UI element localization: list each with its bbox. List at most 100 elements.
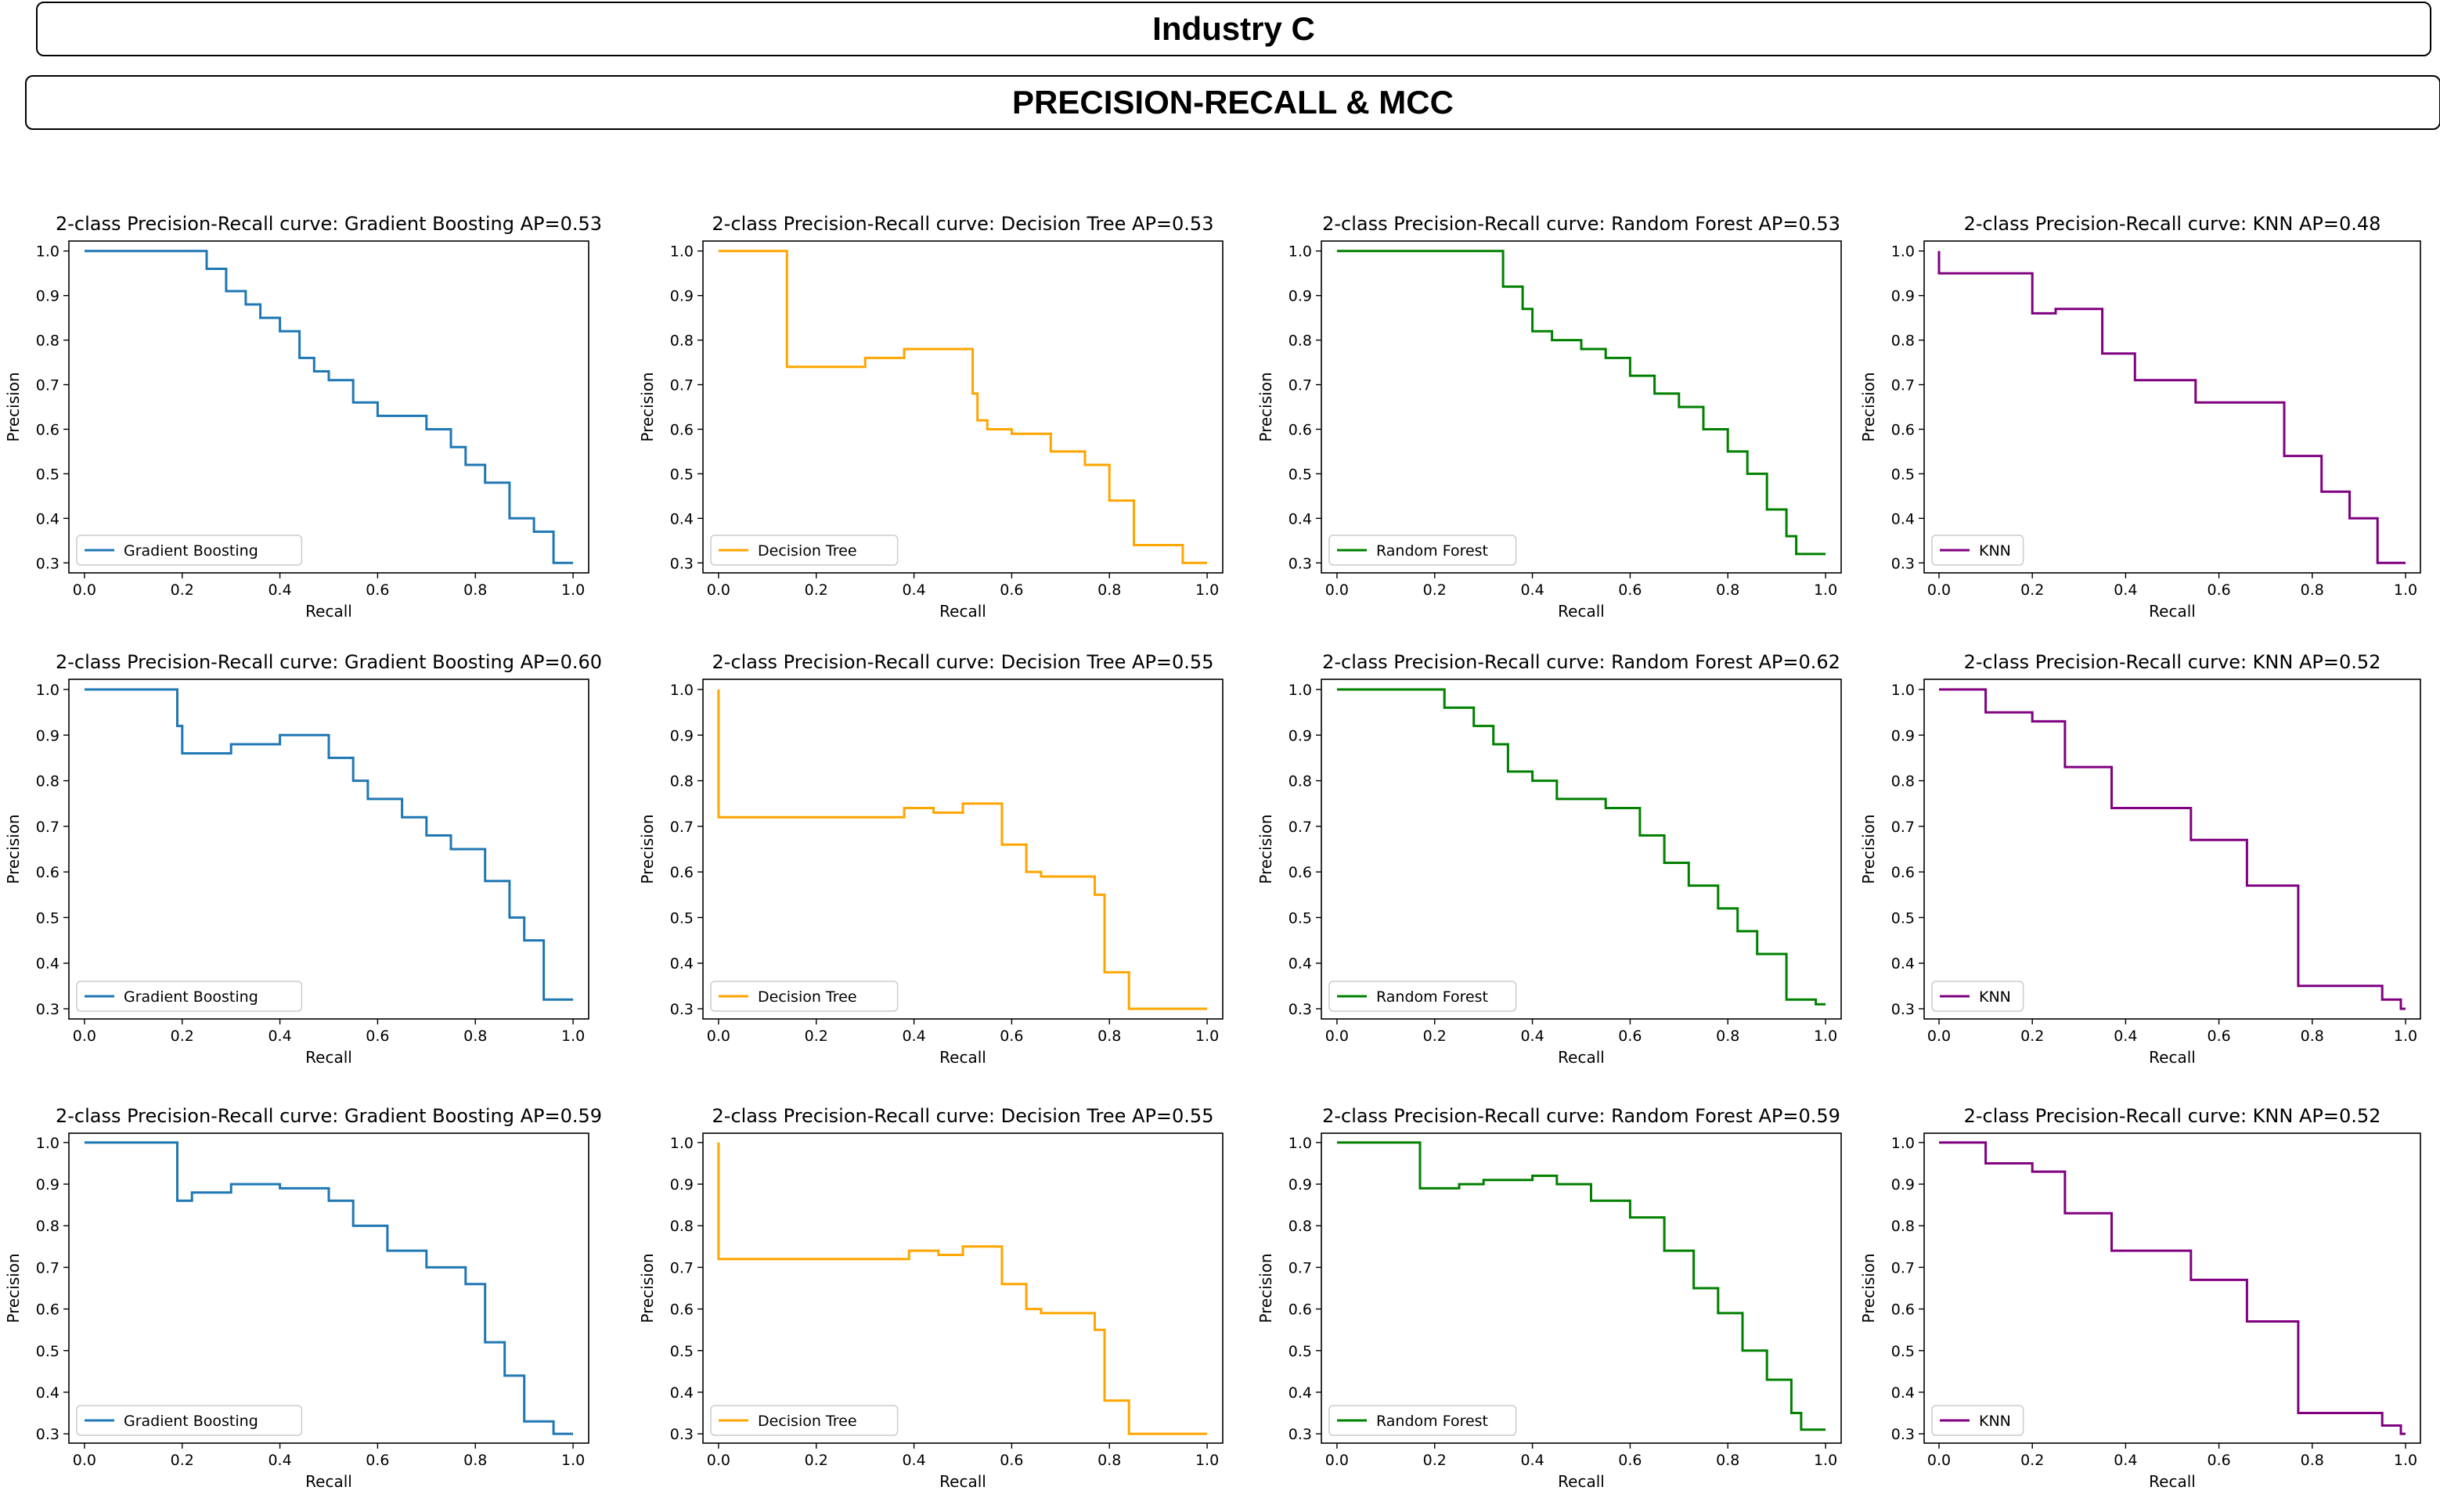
y-tick-label: 0.4 <box>1891 510 1915 527</box>
y-tick-label: 0.9 <box>1891 727 1915 744</box>
y-tick-label: 1.0 <box>1891 1135 1915 1152</box>
y-tick-label: 0.8 <box>36 1218 59 1235</box>
x-tick-label: 0.4 <box>2114 1028 2137 1045</box>
y-tick-label: 0.6 <box>670 864 694 881</box>
y-tick-label: 0.4 <box>36 510 59 527</box>
legend-box <box>1931 1405 2024 1436</box>
y-tick-label: 0.3 <box>1288 1001 1312 1018</box>
y-tick-label: 1.0 <box>670 243 694 261</box>
x-tick-label: 0.0 <box>1325 581 1349 599</box>
x-tick-label: 0.0 <box>73 1452 96 1469</box>
legend-box <box>1328 1405 1517 1436</box>
plot-frame <box>68 240 589 574</box>
y-tick-label: 0.4 <box>670 1384 694 1402</box>
pr-curve-line <box>1336 250 1826 556</box>
pr-curve-line <box>1937 250 2406 564</box>
pr-chart-5: 2-class Precision-Recall curve: Gradient… <box>4 651 602 1067</box>
y-tick-label: 0.7 <box>670 819 694 836</box>
x-tick-label: 0.6 <box>366 1452 389 1469</box>
y-tick-label: 0.3 <box>1891 1426 1915 1443</box>
x-tick-label: 1.0 <box>1814 581 1837 599</box>
legend-box <box>710 1405 899 1436</box>
x-tick-label: 0.2 <box>1423 1452 1447 1469</box>
y-tick-label: 0.3 <box>1288 1426 1312 1443</box>
x-tick-label: 0.0 <box>1325 1452 1349 1469</box>
x-tick-label: 0.4 <box>902 1028 925 1045</box>
legend-box <box>710 981 899 1012</box>
x-tick-label: 0.2 <box>2020 581 2044 599</box>
x-tick-label: 0.0 <box>73 1028 96 1045</box>
y-tick-label: 0.8 <box>1288 333 1312 350</box>
y-tick-label: 0.9 <box>36 288 59 305</box>
x-tick-label: 0.8 <box>1716 1028 1739 1045</box>
y-tick-label: 0.7 <box>670 1259 694 1276</box>
y-tick-label: 0.7 <box>1891 377 1915 394</box>
y-axis-label: Precision <box>1859 1253 1878 1323</box>
x-tick-label: 1.0 <box>1814 1452 1837 1469</box>
y-tick-label: 1.0 <box>1288 682 1312 699</box>
x-tick-label: 1.0 <box>2394 1452 2417 1469</box>
pr-curve-line <box>1939 688 2406 1010</box>
plot-frame <box>702 679 1224 1020</box>
x-tick-label: 1.0 <box>561 581 585 599</box>
pr-curve-line <box>1939 1141 2406 1435</box>
y-axis-label: Precision <box>1859 814 1878 884</box>
x-tick-label: 0.2 <box>1423 1028 1447 1045</box>
y-axis-label: Precision <box>4 372 23 441</box>
x-tick-label: 0.4 <box>2114 1452 2137 1469</box>
y-tick-label: 0.6 <box>36 1301 59 1319</box>
y-tick-label: 0.6 <box>36 421 59 438</box>
y-tick-label: 0.4 <box>670 956 694 973</box>
x-tick-label: 0.8 <box>1716 581 1739 599</box>
x-tick-label: 0.4 <box>2114 581 2137 599</box>
y-axis-label: Precision <box>4 814 23 884</box>
y-tick-label: 0.9 <box>670 1176 694 1193</box>
y-tick-label: 0.9 <box>1288 727 1312 744</box>
y-tick-label: 0.6 <box>670 421 694 438</box>
y-tick-label: 0.6 <box>670 1301 694 1319</box>
x-tick-label: 0.2 <box>805 1452 828 1469</box>
y-tick-label: 0.9 <box>1891 288 1915 305</box>
plot-frame <box>1321 679 1842 1020</box>
x-tick-label: 0.0 <box>1325 1028 1349 1045</box>
x-tick-label: 0.8 <box>2301 1028 2324 1045</box>
y-axis-label: Precision <box>1256 1253 1275 1323</box>
x-tick-label: 0.4 <box>268 581 291 599</box>
x-tick-label: 0.6 <box>1000 581 1023 599</box>
y-tick-label: 0.6 <box>36 864 59 881</box>
x-axis-label: Recall <box>939 602 986 621</box>
y-axis-label: Precision <box>1256 372 1275 441</box>
x-tick-label: 0.2 <box>805 581 828 599</box>
legend-label: Gradient Boosting <box>124 1413 258 1430</box>
y-tick-label: 1.0 <box>670 682 694 699</box>
x-tick-label: 0.8 <box>463 1028 487 1045</box>
plot-frame <box>1923 240 2421 574</box>
plot-frame <box>702 240 1224 574</box>
y-axis-label: Precision <box>1859 372 1878 441</box>
chart-title: 2-class Precision-Recall curve: Random F… <box>1322 213 1840 235</box>
y-tick-label: 0.8 <box>1891 333 1915 350</box>
y-tick-label: 0.3 <box>670 1426 694 1443</box>
legend-label: Gradient Boosting <box>124 542 258 560</box>
y-tick-label: 0.5 <box>1891 466 1915 483</box>
y-tick-label: 0.5 <box>36 1343 59 1360</box>
y-tick-label: 0.7 <box>670 377 694 394</box>
pr-chart-1: 2-class Precision-Recall curve: Gradient… <box>4 213 602 621</box>
x-tick-label: 0.6 <box>1618 1028 1642 1045</box>
legend-box <box>1328 981 1517 1012</box>
x-tick-label: 0.4 <box>1520 581 1544 599</box>
y-tick-label: 0.5 <box>36 466 59 483</box>
x-axis-label: Recall <box>305 1472 352 1491</box>
x-tick-label: 0.6 <box>1618 1452 1642 1469</box>
x-tick-label: 0.8 <box>1097 1452 1121 1469</box>
x-tick-label: 0.4 <box>902 1452 925 1469</box>
chart-title: 2-class Precision-Recall curve: Random F… <box>1322 1105 1840 1127</box>
pr-chart-11: 2-class Precision-Recall curve: Random F… <box>1256 1105 1842 1491</box>
x-axis-label: Recall <box>2149 1472 2196 1491</box>
pr-chart-9: 2-class Precision-Recall curve: Gradient… <box>4 1105 602 1491</box>
x-tick-label: 0.2 <box>1423 581 1447 599</box>
y-tick-label: 0.9 <box>1288 288 1312 305</box>
chart-title: 2-class Precision-Recall curve: KNN AP=0… <box>1964 1105 2381 1127</box>
y-tick-label: 0.9 <box>1288 1176 1312 1193</box>
x-tick-label: 1.0 <box>1814 1028 1837 1045</box>
